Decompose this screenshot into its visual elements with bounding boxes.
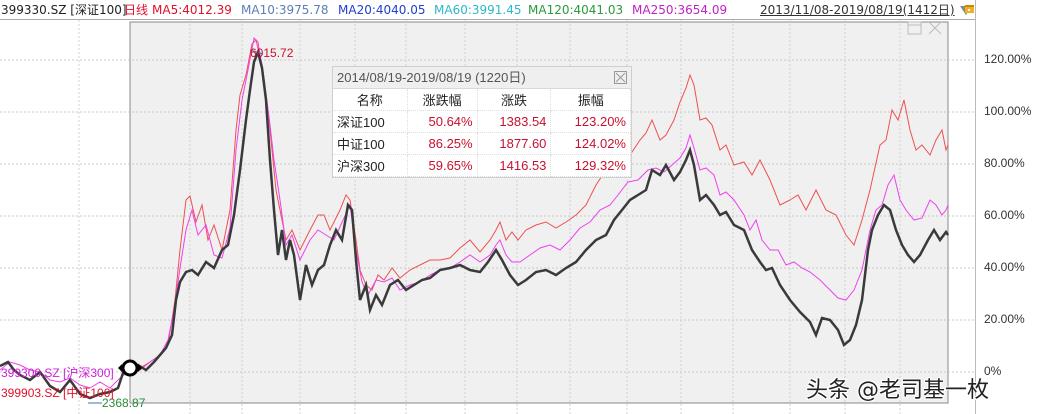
- series-zz100: [129, 39, 949, 373]
- y-tick-80: 80.00%: [984, 156, 1025, 170]
- col-pct: 涨跌幅: [407, 89, 478, 111]
- table-row: 深证100 50.64% 1383.54 123.20%: [333, 110, 631, 133]
- row-name: 沪深300: [333, 154, 408, 177]
- ma10-label: MA10:3975.78: [241, 3, 329, 17]
- y-tick-0: 0%: [984, 364, 1002, 378]
- series-hs300: [0, 36, 949, 389]
- col-amp: 振幅: [550, 89, 631, 111]
- row-amp: 129.32%: [550, 154, 631, 177]
- row-pct: 59.65%: [407, 154, 478, 177]
- period-label[interactable]: 日线: [124, 3, 149, 17]
- y-tick-20: 20.00%: [984, 312, 1025, 326]
- series-sz100: [0, 47, 950, 400]
- row-amp: 123.20%: [550, 110, 631, 133]
- date-range-link[interactable]: 2013/11/08-2019/08/19(1412日): [760, 3, 955, 17]
- col-name: 名称: [333, 89, 408, 111]
- ma60-label: MA60:3991.45: [434, 3, 522, 17]
- chart-plot[interactable]: [0, 0, 976, 414]
- stats-panel-title: 2014/08/19-2019/08/19 (1220日): [333, 67, 631, 89]
- interval-stats-panel: 2014/08/19-2019/08/19 (1220日) 名称 涨跌幅 涨跌 …: [332, 66, 632, 178]
- table-row: 沪深300 59.65% 1416.53 129.32%: [333, 154, 631, 177]
- row-amp: 124.02%: [550, 132, 631, 155]
- col-chg: 涨跌: [477, 89, 552, 111]
- legend-hs300[interactable]: 399300.SZ [沪深300]: [1, 366, 114, 380]
- y-tick-40: 40.00%: [984, 260, 1025, 274]
- h-grid: [0, 59, 975, 373]
- row-pct: 86.25%: [407, 132, 478, 155]
- row-chg: 1383.54: [477, 110, 552, 133]
- ma120-label: MA120:4041.03: [528, 3, 624, 17]
- y-tick-60: 60.00%: [984, 208, 1025, 222]
- close-icon[interactable]: [614, 71, 627, 84]
- lock-icon[interactable]: [965, 5, 974, 13]
- low-value-label: 2368.87: [102, 396, 146, 410]
- restore-icon[interactable]: [907, 21, 923, 35]
- row-chg: 1416.53: [477, 154, 552, 177]
- y-axis-line: [975, 0, 976, 414]
- row-name: 深证100: [333, 110, 408, 133]
- legend-zz100[interactable]: 399903.SZ [中证100]: [1, 386, 114, 400]
- ma250-label: MA250:3654.09: [632, 3, 728, 17]
- header-divider: [0, 19, 975, 20]
- range-start-handle[interactable]: [118, 359, 142, 377]
- stats-table: 名称 涨跌幅 涨跌 振幅 深证100 50.64% 1383.54 123.20…: [333, 89, 631, 177]
- watermark: 头条 @老司基一枚: [806, 378, 989, 403]
- stats-header-row: 名称 涨跌幅 涨跌 振幅: [333, 89, 631, 111]
- ma20-label: MA20:4040.05: [338, 3, 426, 17]
- row-name: 中证100: [333, 132, 408, 155]
- row-chg: 1877.60: [477, 132, 552, 155]
- stats-panel-range: 2014/08/19-2019/08/19 (1220日): [337, 70, 526, 85]
- chart-window-buttons: [907, 21, 947, 37]
- close-icon[interactable]: [927, 21, 943, 35]
- row-pct: 50.64%: [407, 110, 478, 133]
- security-code: 399330.SZ [深证100]: [1, 3, 127, 17]
- chart-header: 399330.SZ [深证100] 日线 MA5:4012.39 MA10:39…: [0, 0, 1038, 20]
- ma5-label: MA5:4012.39: [152, 3, 232, 17]
- y-tick-100: 100.00%: [984, 104, 1032, 118]
- peak-value-label: 6015.72: [250, 46, 294, 60]
- y-tick-120: 120.00%: [984, 52, 1032, 66]
- table-row: 中证100 86.25% 1877.60 124.02%: [333, 132, 631, 155]
